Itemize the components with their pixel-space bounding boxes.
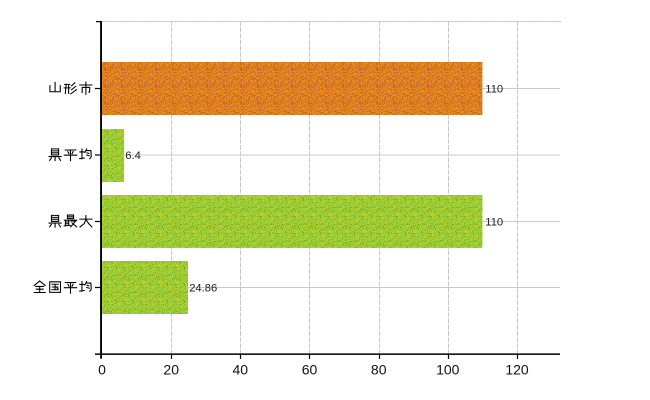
svg-text:0: 0 — [98, 362, 106, 378]
svg-text:110: 110 — [485, 84, 503, 96]
svg-text:110: 110 — [485, 217, 503, 229]
svg-text:80: 80 — [371, 362, 387, 378]
svg-text:60: 60 — [302, 362, 318, 378]
svg-text:100: 100 — [436, 362, 460, 378]
svg-text:20: 20 — [163, 362, 179, 378]
svg-text:6.4: 6.4 — [125, 150, 141, 162]
svg-text:120: 120 — [505, 362, 529, 378]
svg-text:24.86: 24.86 — [189, 283, 217, 295]
svg-text:40: 40 — [233, 362, 249, 378]
